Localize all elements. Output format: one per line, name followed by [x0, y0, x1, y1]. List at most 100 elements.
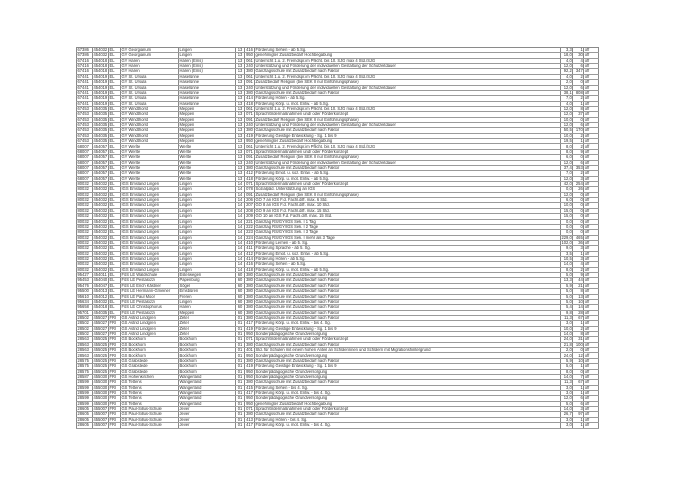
district-code-cell[interactable]: 454019 — [92, 89, 109, 97]
hours-value-cell[interactable]: 12,0 — [559, 395, 574, 402]
item-description-cell[interactable]: Förderung Körp. u. mot. Entw. - bis 4. S… — [254, 422, 561, 429]
district-code-cell[interactable]: 454057 — [92, 175, 109, 183]
hours-value-cell[interactable]: 12,0 — [559, 121, 574, 129]
district-code-cell[interactable]: 454018 — [92, 304, 109, 311]
district-code-cell[interactable]: 454032 — [92, 52, 109, 59]
hours-value-cell[interactable]: 5,0 — [559, 293, 574, 300]
district-code-cell[interactable]: 455030 — [92, 389, 109, 397]
table-row[interactable]: 95634 454032 EL FöS LE Pestalozzi Lingen 60 38… — [76, 298, 600, 306]
district-code-cell[interactable]: 454032 — [92, 245, 109, 252]
hours-value-cell[interactable]: 2,0 — [559, 79, 574, 86]
district-code-cell[interactable]: 454019 — [92, 73, 109, 81]
table-row[interactable]: 80032 454032 EL IGS Emsland Lingen Lingen 14 2… — [76, 197, 600, 204]
hours-value-cell[interactable]: 11,3 — [559, 314, 574, 322]
district-code-cell[interactable]: 454057 — [92, 143, 109, 150]
hours-value-cell[interactable]: 3,3 — [559, 46, 574, 54]
district-code-cell[interactable]: 454032 — [92, 207, 109, 215]
district-code-cell[interactable]: 454035 — [92, 138, 109, 145]
district-code-cell[interactable]: 454032 — [92, 223, 109, 231]
district-code-cell[interactable]: 454018 — [92, 57, 109, 65]
table-row[interactable]: 28502 455027 FRI GS Astrid Lindgren Zetel 01 4… — [76, 320, 600, 327]
district-code-cell[interactable]: 454032 — [92, 202, 109, 209]
district-code-cell[interactable]: 455030 — [92, 379, 109, 386]
district-code-cell[interactable]: 454019 — [92, 95, 109, 102]
table-row[interactable]: 80032 454032 EL IGS Emsland Lingen Lingen 14 2… — [76, 229, 600, 236]
hours-value-cell[interactable]: 14,0 — [559, 331, 574, 338]
table-row[interactable]: 67416 454018 EL GY Haren Haren (Ems) 13 380 Gan… — [76, 68, 600, 75]
table-row[interactable]: 68007 454057 EL GY Werlte Werlte 13 091 Zusatzb… — [76, 154, 600, 161]
district-code-cell[interactable]: 454019 — [92, 79, 109, 86]
hours-value-cell[interactable]: 10,0 — [559, 116, 574, 124]
district-code-cell[interactable]: 454057 — [92, 164, 109, 172]
district-code-cell[interactable]: 454032 — [92, 234, 109, 241]
school-name-cell[interactable]: GS Paul-Sillus-Schule — [120, 422, 179, 429]
hours-value-cell[interactable]: 14,0 — [559, 261, 574, 268]
district-code-cell[interactable]: 454032 — [92, 255, 109, 263]
district-code-cell[interactable]: 454032 — [92, 261, 109, 268]
table-row[interactable]: 67453 454035 EL GY Windthorst Meppen 13 419 För… — [76, 132, 600, 140]
district-code-cell[interactable]: 454012 — [92, 293, 109, 300]
hours-value-cell[interactable]: 12,0 — [559, 105, 574, 113]
hours-value-cell[interactable]: 3,0 — [559, 320, 574, 327]
table-row[interactable]: 67441 454019 EL GY St. Ursula Haselünne 13 091… — [76, 79, 600, 86]
hours-value-cell[interactable]: 12,0 — [559, 63, 574, 70]
hours-value-cell[interactable]: 2,0 — [559, 347, 574, 354]
district-code-cell[interactable]: 454019 — [92, 84, 109, 91]
hours-value-cell[interactable]: 3,0 — [559, 389, 574, 397]
hours-value-cell[interactable]: 8,0 — [559, 148, 574, 156]
hours-value-cell[interactable]: 13,3 — [559, 277, 574, 284]
district-code-cell[interactable]: 455030 — [92, 373, 109, 381]
hours-value-cell[interactable]: 0,0 — [559, 218, 574, 225]
hours-value-cell[interactable]: 5,0 — [559, 298, 574, 306]
hours-value-cell[interactable]: 7,0 — [559, 95, 574, 102]
district-code-cell[interactable]: 455007 — [92, 406, 109, 413]
district-code-cell[interactable]: 454032 — [92, 191, 109, 199]
district-code-cell[interactable]: 454019 — [92, 100, 109, 107]
hours-value-cell[interactable]: 9,0 — [559, 245, 574, 252]
district-code-cell[interactable]: 454032 — [92, 239, 109, 247]
table-row[interactable]: 80032 454032 EL IGS Emsland Lingen Lingen 14 2… — [76, 234, 600, 241]
hours-value-cell[interactable]: 10,0 — [559, 325, 574, 333]
hours-value-cell[interactable]: 5,9 — [559, 282, 574, 290]
hours-value-cell[interactable]: 11,3 — [559, 379, 574, 386]
hours-value-cell[interactable]: 3,5 — [559, 250, 574, 258]
status-flag-cell[interactable]: off — [583, 422, 600, 429]
school-name-cell[interactable]: FöS LE Hermann-Gmeiner — [120, 288, 179, 295]
hours-value-cell[interactable]: 4,0 — [559, 57, 574, 65]
hours-value-cell[interactable]: 8,0 — [559, 266, 574, 274]
hours-value-cell[interactable]: 12,0 — [559, 159, 574, 166]
school-id-cell[interactable]: 28605 — [76, 422, 93, 429]
district-code-cell[interactable]: 455027 — [92, 320, 109, 327]
district-code-cell[interactable]: 454035 — [92, 132, 109, 140]
district-code-cell[interactable]: 455025 — [92, 341, 109, 349]
district-code-cell[interactable]: 454018 — [92, 68, 109, 75]
district-code-cell[interactable]: 454013 — [92, 288, 109, 295]
hours-value-cell[interactable]: 5,0 — [559, 272, 574, 279]
table-row[interactable]: 28599 455030 FRI GS Tettens Wangerland 01 950 S… — [76, 395, 600, 402]
district-code-cell[interactable]: 454035 — [92, 111, 109, 118]
city-cell[interactable]: Jever — [178, 422, 236, 429]
district-code-cell[interactable]: 454032 — [92, 46, 109, 54]
table-row[interactable]: 28605 455007 FRI GS Paul-Sillus-Schule Jever… — [76, 422, 600, 429]
district-code-cell[interactable]: 455030 — [92, 400, 109, 408]
hours-value-cell[interactable]: 5,0 — [559, 400, 574, 408]
school-type-cell[interactable]: 01 — [235, 422, 245, 429]
table-row[interactable]: 80032 454032 EL IGS Emsland Lingen Lingen 14 0… — [76, 180, 600, 188]
district-code-cell[interactable]: 454057 — [92, 159, 109, 166]
district-code-cell[interactable]: 454032 — [92, 250, 109, 258]
hours-value-cell[interactable]: 50,5 — [559, 127, 574, 134]
district-code-cell[interactable]: 454018 — [92, 63, 109, 70]
region-cell[interactable]: FRI — [108, 422, 121, 429]
table-row[interactable]: 80032 454032 EL IGS Emsland Lingen Lingen 14 4… — [76, 245, 600, 252]
hours-value-cell[interactable]: 6,0 — [559, 154, 574, 161]
district-code-cell[interactable]: 455025 — [92, 347, 109, 354]
table-row[interactable]: 95453 454040 EL FöS LE Pestalozzi Papenburg 6… — [76, 277, 600, 284]
hours-value-cell[interactable]: 10,5 — [559, 255, 574, 263]
hours-value-cell[interactable]: 3,0 — [559, 384, 574, 392]
hours-value-cell[interactable]: 0,0 — [559, 229, 574, 236]
district-code-cell[interactable]: 455007 — [92, 416, 109, 424]
table-row[interactable]: 28599 455030 FRI GS Tettens Wangerland 01 417 F… — [76, 389, 600, 397]
district-code-cell[interactable]: 455027 — [92, 331, 109, 338]
district-code-cell[interactable]: 454032 — [92, 213, 109, 220]
table-row[interactable]: 80032 454032 EL IGS Emsland Lingen Lingen 14 2… — [76, 223, 600, 231]
